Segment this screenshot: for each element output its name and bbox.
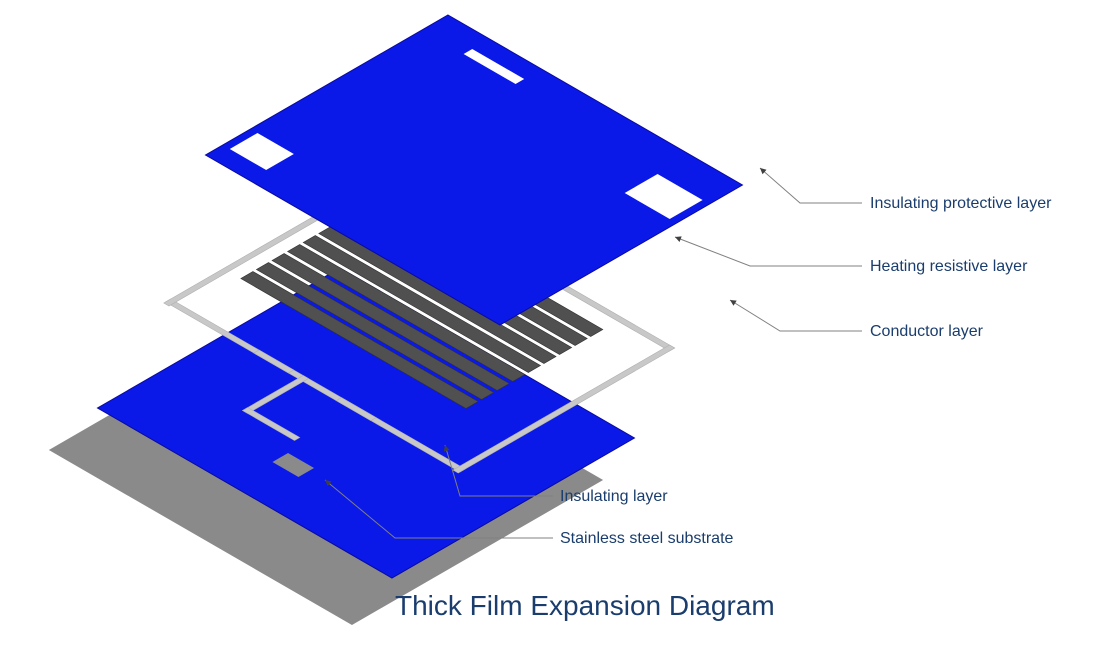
leader-protective: [760, 168, 862, 203]
leader-conductor: [730, 300, 862, 331]
leader-heating: [675, 237, 862, 266]
diagram-title: Thick Film Expansion Diagram: [395, 590, 775, 622]
label-heating: Heating resistive layer: [870, 258, 1027, 276]
label-protective: Insulating protective layer: [870, 195, 1051, 213]
leader-arrow-conductor: [730, 300, 737, 306]
label-conductor: Conductor layer: [870, 323, 983, 341]
label-substrate: Stainless steel substrate: [560, 530, 733, 548]
diagram-stage: Stainless steel substrate Insulating laye…: [0, 0, 1113, 660]
label-insulating: Insulating layer: [560, 488, 668, 506]
